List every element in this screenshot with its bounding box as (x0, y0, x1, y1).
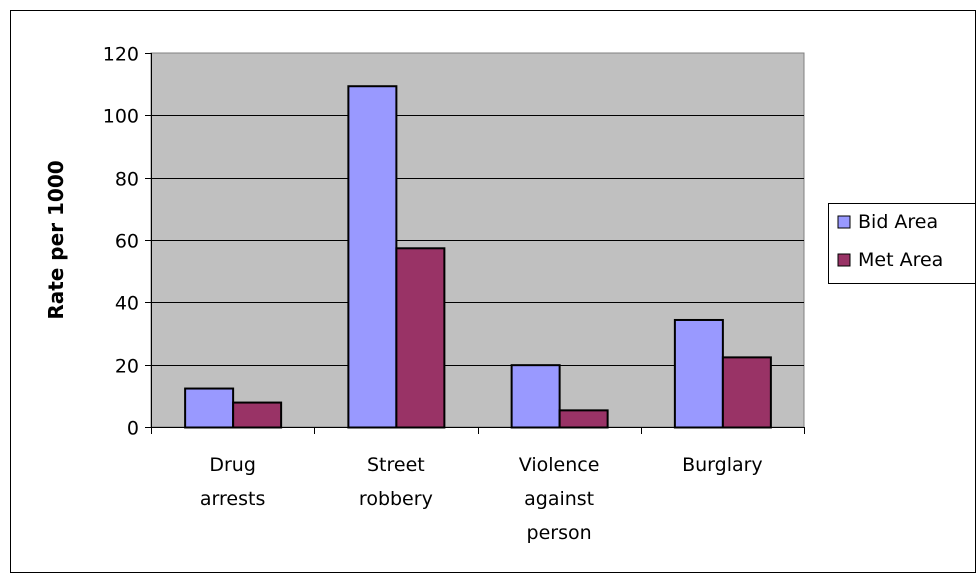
bar-met-area (558, 409, 609, 429)
category-label: Burglary (682, 454, 763, 476)
legend-swatch-bid-area (837, 215, 851, 229)
bar-met-area (232, 401, 283, 429)
category-label: Violence against person (519, 454, 600, 544)
y-tick-label: 20 (115, 356, 139, 378)
bar-bid-area (673, 318, 724, 429)
bar-bid-area (510, 364, 561, 429)
y-tick-label: 80 (115, 169, 139, 191)
legend-box (828, 203, 976, 284)
legend-label-met-area: Met Area (858, 249, 943, 271)
y-tick-label: 60 (115, 231, 139, 253)
y-tick-label: 0 (127, 418, 139, 440)
bars (184, 85, 772, 429)
y-tick-label: 40 (115, 293, 139, 315)
y-axis-label: Rate per 1000 (44, 160, 68, 319)
bar-bid-area (184, 387, 235, 429)
legend-label-bid-area: Bid Area (858, 211, 938, 233)
bar-met-area (721, 356, 772, 429)
category-labels: Drug arrests Street robbery Violence against p… (200, 454, 763, 544)
legend-swatch-met-area (837, 253, 851, 267)
bar-bid-area (347, 85, 398, 429)
axes (145, 53, 805, 434)
legend: Bid Area Met Area (828, 203, 976, 284)
gridlines (151, 115, 804, 366)
y-tick-labels: 0 20 40 60 80 100 120 (103, 44, 139, 440)
category-label: Drug arrests (200, 454, 265, 510)
bar-met-area (395, 247, 446, 429)
y-tick-label: 100 (103, 106, 139, 128)
category-label: Street robbery (359, 454, 433, 510)
y-tick-label: 120 (103, 44, 139, 66)
